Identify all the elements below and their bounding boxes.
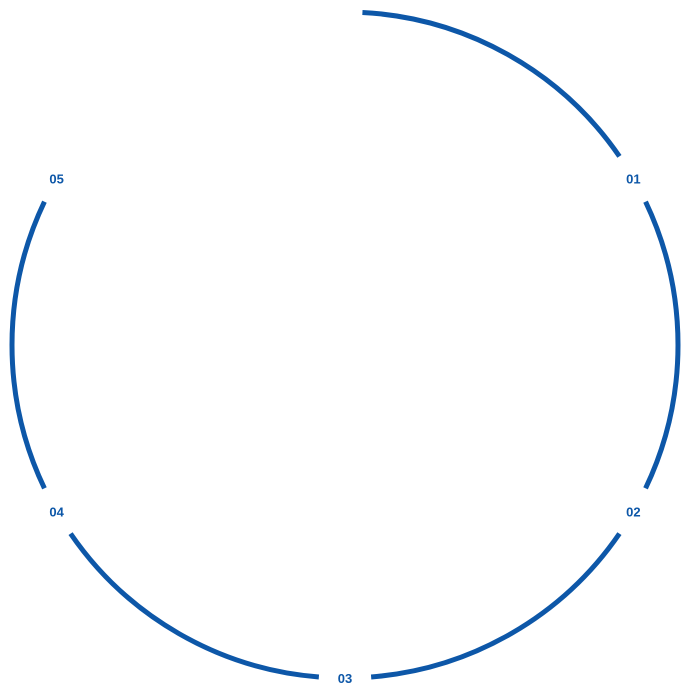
step-label-02: 02 [626,505,640,520]
step-label-01: 01 [626,172,640,187]
step-label-04: 04 [49,505,64,520]
step-label-05: 05 [49,172,63,187]
ring-arc-segment [362,9,622,158]
step-label-03: 03 [338,671,352,686]
ring-arc-segment [370,532,622,680]
ring-arc-segment [9,200,47,490]
ring-arc-segment [643,200,681,490]
ring-arc-segment [68,532,320,680]
